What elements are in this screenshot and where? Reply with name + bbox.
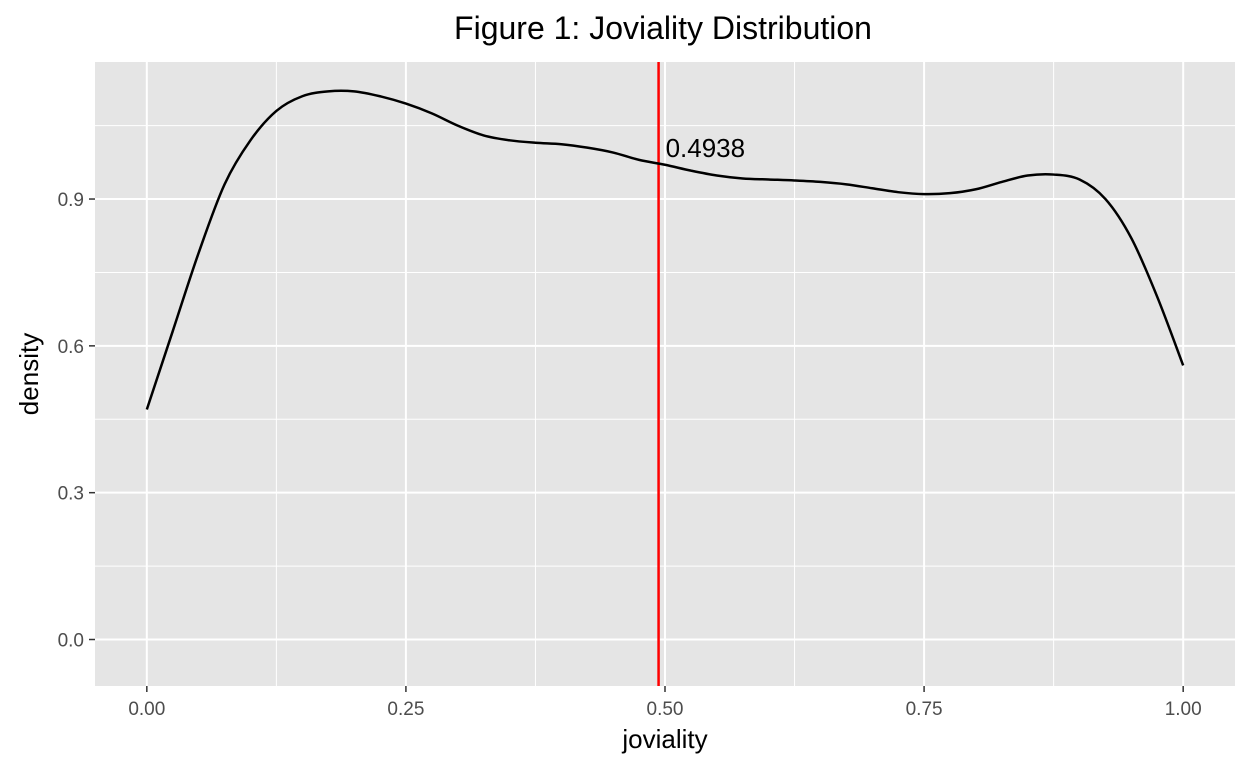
- grid-lines: [95, 62, 1235, 686]
- y-tick-label: 0.0: [58, 631, 84, 652]
- chart-title: Figure 1: Joviality Distribution: [454, 10, 872, 46]
- x-tick-label: 0.75: [906, 699, 943, 720]
- annotation-group: 0.4938: [666, 133, 746, 163]
- mean-value-label: 0.4938: [666, 133, 746, 163]
- y-axis-title: density: [14, 333, 44, 415]
- x-tick-label: 0.50: [647, 699, 684, 720]
- x-tick-label: 0.25: [387, 699, 424, 720]
- series-group: [145, 89, 1185, 410]
- y-tick-label: 0.6: [58, 337, 84, 358]
- density-curve: [145, 89, 1185, 410]
- y-tick-label: 0.3: [58, 484, 84, 505]
- y-tick-label: 0.9: [58, 190, 84, 211]
- x-tick-label: 0.00: [128, 699, 165, 720]
- x-axis-title: joviality: [621, 724, 707, 754]
- x-tick-label: 1.00: [1165, 699, 1202, 720]
- axis-ticks: 0.00 0.25 0.50 0.75 1.00 0.0 0.3 0.6 0.9: [58, 190, 1202, 720]
